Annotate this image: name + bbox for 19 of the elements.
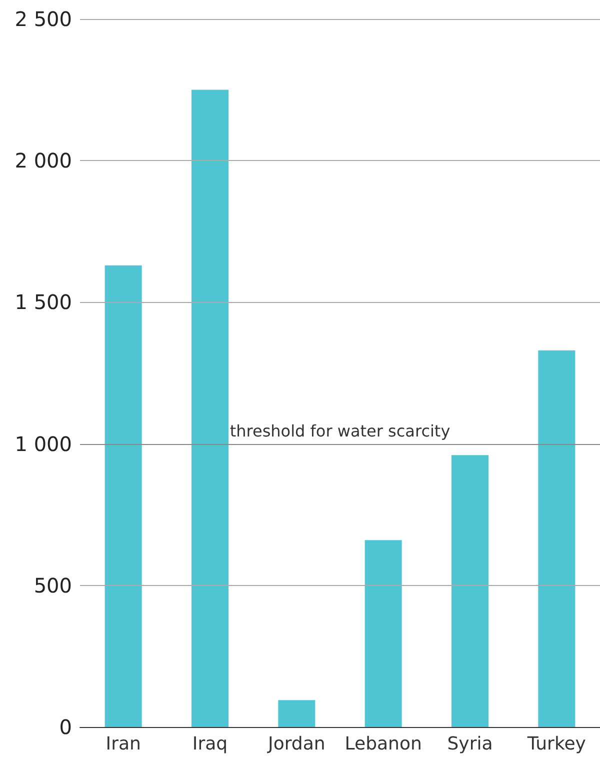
y-tick-label: 1 500 [14, 290, 72, 314]
bar [538, 350, 576, 727]
x-tick-label: Jordan [267, 734, 326, 754]
x-tick-label: Turkey [526, 734, 586, 754]
x-tick-label: Iran [106, 734, 141, 754]
bar [104, 265, 142, 727]
bar [364, 540, 402, 727]
bar [278, 700, 316, 727]
bar [192, 90, 228, 727]
bar [452, 455, 488, 727]
y-tick-label: 500 [34, 573, 72, 598]
y-tick-label: 1 000 [14, 432, 72, 456]
y-tick-label: 0 [59, 715, 72, 739]
x-tick-label: Iraq [192, 734, 228, 754]
ref-line-label: threshold for water scarcity [230, 421, 450, 440]
x-tick-label: Lebanon [344, 734, 422, 754]
y-tick-label: 2 000 [14, 148, 72, 173]
y-tick-label: 2 500 [14, 7, 72, 31]
x-tick-label: Syria [447, 734, 493, 754]
